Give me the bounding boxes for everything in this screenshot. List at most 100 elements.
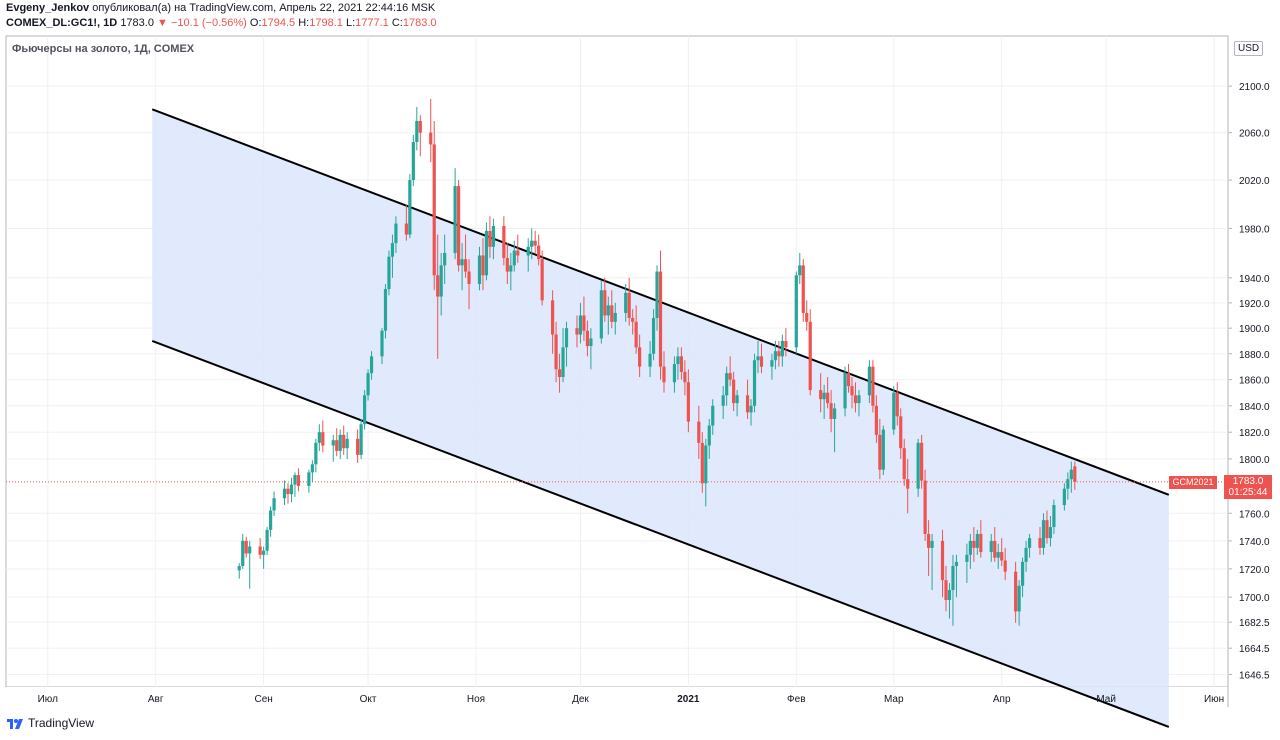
- low-label: L:: [345, 17, 356, 29]
- candle-body: [453, 186, 457, 253]
- candle-body: [780, 340, 784, 357]
- candle-body: [902, 448, 906, 480]
- candle-body: [777, 351, 781, 357]
- candle-body: [310, 464, 314, 473]
- publish-info: Evgeny_Jenkov опубликовал(а) на TradingV…: [6, 2, 435, 14]
- candle-body: [289, 484, 294, 495]
- current-price-tag: 1783.0 01:25:44: [1224, 475, 1272, 499]
- price-tick-label: 1880.0: [1239, 350, 1270, 361]
- candle-body: [819, 390, 823, 400]
- symbol-name[interactable]: COMEX_DL:GC1!, 1D: [6, 17, 118, 29]
- candle-body: [850, 386, 854, 396]
- candle-body: [651, 318, 656, 354]
- candle-body: [345, 438, 349, 449]
- price-tick-label: 1720.0: [1239, 565, 1270, 576]
- time-tick-label: 2021: [677, 694, 700, 705]
- tradingview-logo[interactable]: TradingView: [6, 716, 94, 730]
- candle-body: [752, 360, 757, 406]
- candle-body: [940, 540, 945, 581]
- candle-body: [954, 561, 959, 567]
- time-axis[interactable]: [6, 687, 1228, 707]
- candle-body: [554, 334, 558, 370]
- price-tick-label: 1980.0: [1239, 224, 1270, 235]
- candle-body: [1041, 520, 1046, 548]
- candle-body: [436, 275, 440, 297]
- bar-countdown: 01:25:44: [1228, 487, 1268, 498]
- price-tick-label: 1740.0: [1239, 537, 1270, 548]
- candle-body: [1062, 488, 1066, 506]
- price-tick-label: 1760.0: [1239, 509, 1270, 520]
- candle-body: [380, 330, 384, 357]
- candle-body: [331, 440, 335, 446]
- time-tick-label: Июл: [38, 694, 58, 705]
- close-value: 1783.0: [402, 17, 437, 29]
- candle-body: [683, 371, 687, 383]
- candle-body: [575, 328, 579, 335]
- candle-body: [463, 259, 468, 272]
- open-value: 1794.5: [261, 17, 296, 29]
- candle-body: [369, 356, 374, 374]
- candle-body: [477, 255, 482, 285]
- candle-body: [613, 312, 617, 322]
- candle-body: [335, 440, 339, 451]
- price-tick-label: 1820.0: [1239, 428, 1270, 439]
- candle-body: [658, 271, 663, 367]
- candle-body: [805, 312, 809, 322]
- candle-body: [979, 533, 983, 553]
- author-name[interactable]: Evgeny_Jenkov: [6, 2, 90, 14]
- time-tick-label: Сен: [254, 694, 272, 705]
- candle-body: [1038, 538, 1042, 548]
- candle-body: [505, 257, 509, 272]
- candle-body: [603, 290, 607, 316]
- candle-body: [732, 379, 736, 404]
- candle-body: [947, 590, 952, 601]
- candle-body: [627, 292, 631, 319]
- candle-body: [871, 366, 875, 406]
- candle-body: [749, 405, 753, 413]
- price-tick-label: 1860.0: [1239, 376, 1270, 387]
- currency-button[interactable]: USD: [1234, 41, 1264, 56]
- candle-body: [846, 373, 851, 387]
- candle-body: [383, 289, 388, 331]
- candle-body: [1066, 479, 1070, 489]
- price-tick-label: 1920.0: [1239, 299, 1270, 310]
- candle-body: [418, 120, 422, 133]
- candle-body: [272, 498, 276, 511]
- time-tick-label: Апр: [993, 694, 1011, 705]
- candle-body: [564, 328, 569, 348]
- channel-fill: [152, 109, 1169, 727]
- candle-body: [1020, 561, 1025, 586]
- candle-body: [920, 442, 924, 481]
- candle-body: [286, 488, 290, 495]
- candle-body: [721, 395, 725, 406]
- chart-title: Фьючерсы на золото, 1Д, COMEX: [12, 43, 195, 55]
- candle-body: [366, 373, 370, 396]
- candle-body: [676, 356, 680, 365]
- time-tick-label: Май: [1096, 694, 1116, 705]
- candle-body: [321, 432, 325, 446]
- candle-body: [930, 540, 934, 548]
- candle-body: [296, 475, 301, 486]
- candle-body: [530, 240, 534, 247]
- price-axis[interactable]: 2100.0 2060.0 2020.0 1980.0 1940.0 1920.0 1900…: [1228, 82, 1270, 681]
- candle-body: [244, 540, 248, 554]
- candle-body: [411, 142, 415, 181]
- candle-body: [488, 230, 492, 247]
- candle-body: [241, 540, 245, 567]
- candle-body: [282, 488, 287, 499]
- time-tick-label: Мар: [884, 694, 904, 705]
- candle-body: [867, 366, 872, 396]
- candle-body: [390, 243, 395, 257]
- candle-body: [711, 405, 715, 426]
- candle-body: [610, 305, 614, 322]
- candle-body: [968, 540, 972, 555]
- candle-body: [460, 259, 464, 266]
- candle-body: [516, 250, 520, 256]
- candle-body: [944, 580, 948, 601]
- candle-body: [307, 472, 311, 486]
- candle-body: [704, 445, 708, 484]
- candle-body: [1027, 538, 1032, 548]
- candle-body: [359, 424, 363, 455]
- candle-body: [923, 480, 927, 534]
